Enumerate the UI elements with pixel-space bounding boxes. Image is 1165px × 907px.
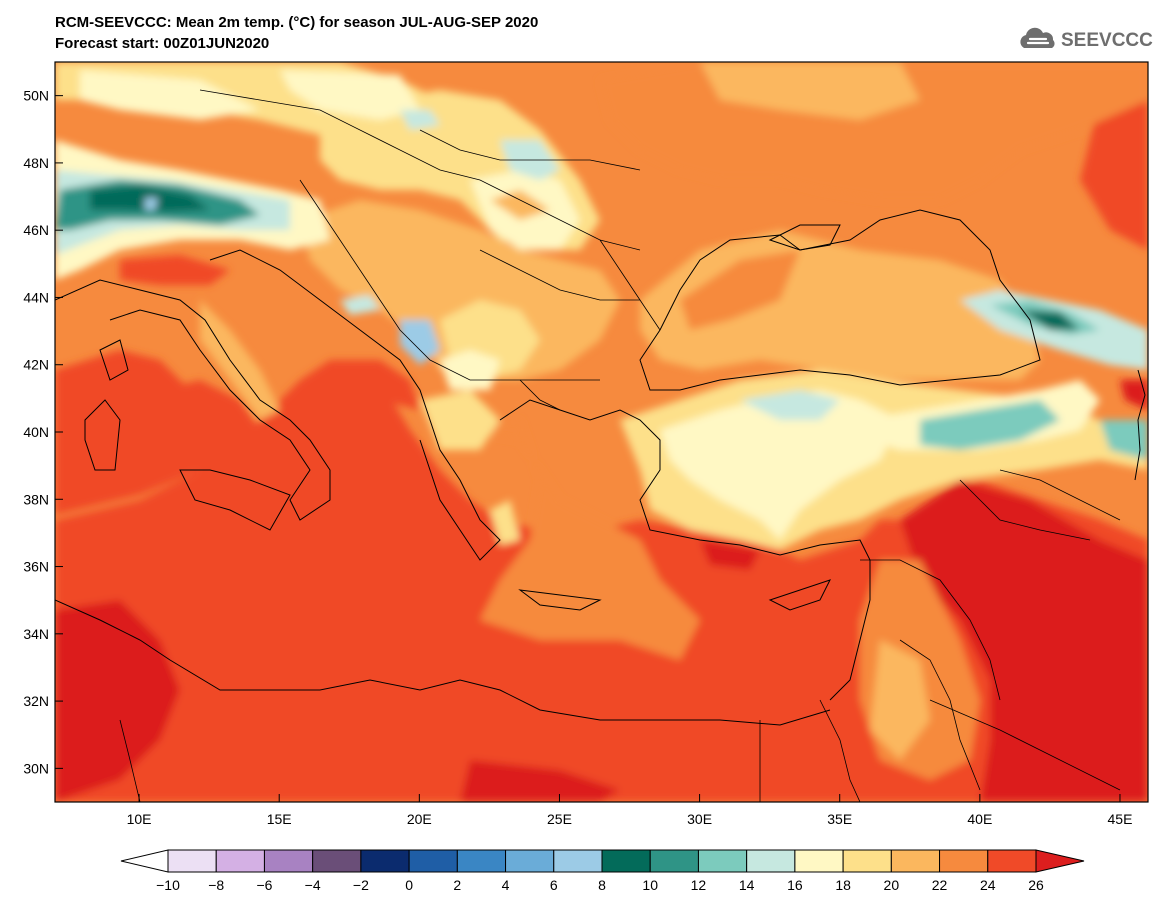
logo-text: SEEVCCC (1061, 30, 1153, 51)
caspian-coast (1134, 369, 1146, 481)
colorbar-bin (746, 849, 796, 873)
sardinia-coast (84, 399, 121, 471)
colorbar-bin (939, 849, 989, 873)
corsica-coast (99, 339, 129, 381)
colorbar-bin (794, 849, 844, 873)
colorbar-tick-label: 8 (598, 877, 606, 893)
lon-tick-label: 40E (967, 811, 992, 827)
lon-tick-label: 30E (687, 811, 712, 827)
colorbar-tick-label: 4 (502, 877, 510, 893)
colorbar-tick-label: −8 (208, 877, 224, 893)
lat-tick-label: 36N (23, 559, 49, 575)
colorbar-tick-label: −10 (156, 877, 180, 893)
cloud-icon (1020, 27, 1055, 48)
lat-tick-label: 46N (23, 222, 49, 238)
cyprus-coast (768, 579, 831, 611)
north-africa-coast (55, 599, 831, 726)
colorbar-low-extend (120, 849, 169, 873)
crete-coast (518, 589, 602, 611)
colorbar-tick-label: 24 (980, 877, 996, 893)
crimea-coast (768, 224, 841, 251)
lat-tick-label: 40N (23, 424, 49, 440)
italy-coast (55, 279, 331, 521)
temperature-map: 10E 15E 20E 25E 30E 35E 40E 45E 50N 48N 46N 44N 42N… (23, 61, 1149, 827)
lat-tick-label: 48N (23, 155, 49, 171)
colorbar-tick-label: −6 (256, 877, 272, 893)
lon-tick-label: 45E (1108, 811, 1133, 827)
anatolia-coast (499, 399, 871, 701)
colorbar-bin (215, 849, 265, 873)
temperature-field (55, 62, 1148, 802)
adriatic-coast (209, 249, 501, 561)
forecast-start-label: Forecast start: 00Z01JUN2020 (55, 35, 270, 52)
colorbar-bin (890, 849, 941, 873)
lat-tick-label: 32N (23, 693, 49, 709)
colorbar-tick-label: 16 (787, 877, 803, 893)
colorbar-bin (167, 849, 217, 873)
seevccc-logo: SEEVCCC (1020, 27, 1153, 51)
lon-tick-label: 20E (407, 811, 432, 827)
colorbar-bin (312, 849, 362, 873)
lon-tick-label: 15E (267, 811, 292, 827)
sicily-coast (179, 469, 291, 531)
colorbar-bin (601, 849, 651, 873)
colorbar-tick-label: 20 (884, 877, 900, 893)
colorbar-tick-label: 12 (691, 877, 707, 893)
colorbar-bin (360, 849, 410, 873)
lat-tick-label: 44N (23, 289, 49, 305)
colorbar-tick-label: 14 (739, 877, 755, 893)
colorbar-bin (842, 849, 892, 873)
colorbar-bin (987, 849, 1037, 873)
lat-tick-label: 38N (23, 491, 49, 507)
colorbar-bin (505, 849, 555, 873)
country-borders (119, 89, 1121, 802)
lon-tick-label: 35E (827, 811, 852, 827)
colorbar-bin (408, 849, 458, 873)
colorbar-tick-label: 26 (1028, 877, 1044, 893)
colorbar-bin (649, 849, 699, 873)
lat-tick-label: 50N (23, 88, 49, 104)
longitude-axis: 10E 15E 20E 25E 30E 35E 40E 45E (127, 794, 1133, 827)
lon-tick-label: 25E (547, 811, 572, 827)
colorbar-tick-label: −2 (353, 877, 369, 893)
colorbar-tick-label: 22 (932, 877, 948, 893)
black-sea-coast (639, 209, 1041, 391)
colorbar-high-extend (1035, 849, 1085, 873)
chart-title: RCM-SEEVCCC: Mean 2m temp. (°C) for seas… (55, 14, 539, 31)
colorbar-tick-label: 0 (405, 877, 413, 893)
coastlines (55, 209, 1146, 726)
colorbar-bin (553, 849, 603, 873)
colorbar-bin (263, 849, 314, 873)
colorbar-tick-label: 6 (550, 877, 558, 893)
colorbar-tick-label: 18 (835, 877, 851, 893)
latitude-axis: 50N 48N 46N 44N 42N 40N 38N 36N 34N 32N 30N (23, 88, 63, 776)
colorbar-tick-label: −4 (305, 877, 321, 893)
colorbar-tick-label: 10 (642, 877, 658, 893)
lat-tick-label: 34N (23, 626, 49, 642)
colorbar-tick-label: 2 (453, 877, 461, 893)
lat-tick-label: 30N (23, 760, 49, 776)
lat-tick-label: 42N (23, 357, 49, 373)
lon-tick-label: 10E (127, 811, 152, 827)
colorbar-bin (697, 849, 748, 873)
colorbar-bin (456, 849, 507, 873)
